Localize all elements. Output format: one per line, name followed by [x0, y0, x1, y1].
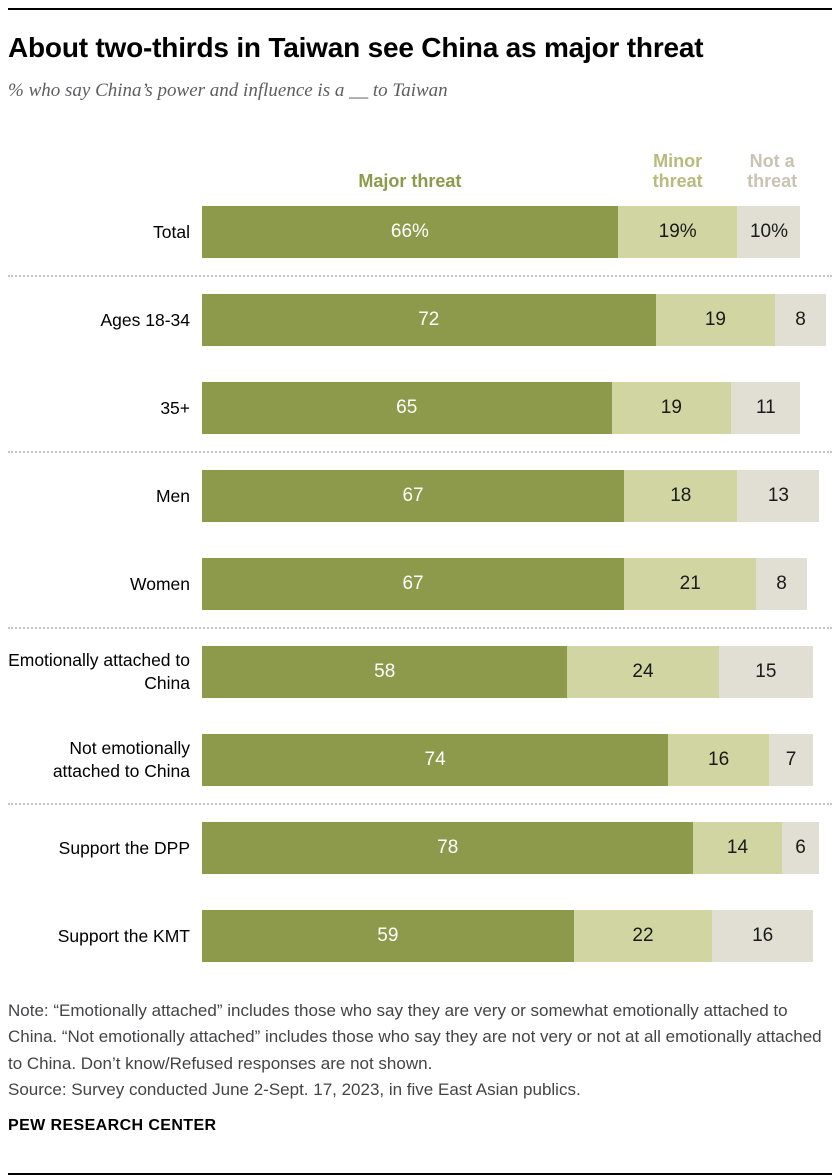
chart-row: Not emotionally attached to China 74 16 7 — [8, 734, 832, 805]
bar-group: 65 19 11 — [202, 382, 832, 434]
bar-segment-not-a-threat: 7 — [768, 734, 814, 786]
category-label: Total — [153, 221, 190, 242]
chart-row: Women 67 21 8 — [8, 558, 832, 629]
bar-segment-not-a-threat: 10% — [737, 206, 801, 258]
chart-row: 35+ 65 19 11 — [8, 382, 832, 453]
legend-minor-threat: Minor threat — [652, 150, 703, 192]
bar-segment-major: 66% — [202, 206, 618, 258]
bar-segment-not-a-threat: 15 — [718, 646, 814, 698]
chart-row: Total 66% 19% 10% — [8, 206, 832, 277]
category-label: Men — [155, 485, 190, 506]
bar-group: 78 14 6 — [202, 822, 832, 874]
bar-segment-major: 65 — [202, 382, 612, 434]
bar-group: 59 22 16 — [202, 910, 832, 962]
bar-segment-major: 78 — [202, 822, 694, 874]
bar-segment-major: 67 — [202, 558, 625, 610]
chart-row: Support the KMT 59 22 16 — [8, 910, 832, 962]
bar-segment-not-a-threat: 11 — [731, 382, 801, 434]
bar-segment-not-a-threat: 16 — [712, 910, 814, 962]
chart-row: Men 67 18 13 — [8, 470, 832, 522]
category-label: Women — [130, 573, 190, 594]
top-rule — [8, 8, 832, 10]
bar-segment-minor: 18 — [624, 470, 738, 522]
bar-group: 66% 19% 10% — [202, 206, 832, 258]
bar-segment-not-a-threat: 8 — [756, 558, 807, 610]
bar-segment-minor: 16 — [668, 734, 769, 786]
bar-segment-major: 67 — [202, 470, 625, 522]
bar-segment-not-a-threat: 13 — [737, 470, 820, 522]
bar-segment-minor: 14 — [693, 822, 782, 874]
bar-group: 72 19 8 — [202, 294, 832, 346]
legend-spacer — [8, 136, 202, 194]
stacked-bar-chart: Major threat Minor threat Not a threat T… — [8, 136, 832, 962]
legend-major-threat: Major threat — [358, 171, 462, 192]
chart-row: Emotionally attached to China 58 24 15 — [8, 646, 832, 698]
bar-group: 58 24 15 — [202, 646, 832, 698]
bar-segment-minor: 19 — [655, 294, 776, 346]
bar-segment-major: 72 — [202, 294, 656, 346]
bar-segment-major: 74 — [202, 734, 669, 786]
footer-note: Note: “Emotionally attached” includes th… — [8, 998, 832, 1103]
category-label: Ages 18-34 — [100, 309, 190, 330]
bar-segment-not-a-threat: 6 — [781, 822, 820, 874]
bottom-rule — [8, 1173, 832, 1176]
bar-segment-major: 58 — [202, 646, 568, 698]
legend-labels: Major threat Minor threat Not a threat — [202, 136, 832, 194]
bar-segment-not-a-threat: 8 — [775, 294, 826, 346]
chart-rows: Total 66% 19% 10% Ages 18-34 72 19 8 35+ 65 19 11 Me… — [8, 206, 832, 962]
category-label: Support the KMT — [57, 925, 190, 946]
category-label: 35+ — [160, 397, 190, 418]
bar-group: 74 16 7 — [202, 734, 832, 786]
bar-segment-minor: 24 — [567, 646, 719, 698]
category-label: Emotionally attached to China — [8, 650, 190, 693]
category-label: Not emotionally attached to China — [52, 738, 190, 781]
bar-segment-minor: 21 — [624, 558, 757, 610]
brand-footer: PEW RESEARCH CENTER — [8, 1117, 217, 1135]
legend: Major threat Minor threat Not a threat — [8, 136, 832, 194]
bar-group: 67 21 8 — [202, 558, 832, 610]
page-subtitle: % who say China’s power and influence is… — [8, 80, 448, 101]
note-text: Note: “Emotionally attached” includes th… — [8, 1001, 822, 1073]
legend-not-a-threat: Not a threat — [747, 150, 798, 192]
category-label: Support the DPP — [58, 837, 190, 858]
chart-row: Ages 18-34 72 19 8 — [8, 294, 832, 346]
bar-group: 67 18 13 — [202, 470, 832, 522]
bar-segment-minor: 19 — [611, 382, 732, 434]
bar-segment-minor: 22 — [573, 910, 713, 962]
page-title: About two-thirds in Taiwan see China as … — [8, 32, 704, 63]
chart-row: Support the DPP 78 14 6 — [8, 822, 832, 874]
source-text: Source: Survey conducted June 2-Sept. 17… — [8, 1080, 581, 1100]
bar-segment-major: 59 — [202, 910, 574, 962]
bar-segment-minor: 19% — [617, 206, 738, 258]
